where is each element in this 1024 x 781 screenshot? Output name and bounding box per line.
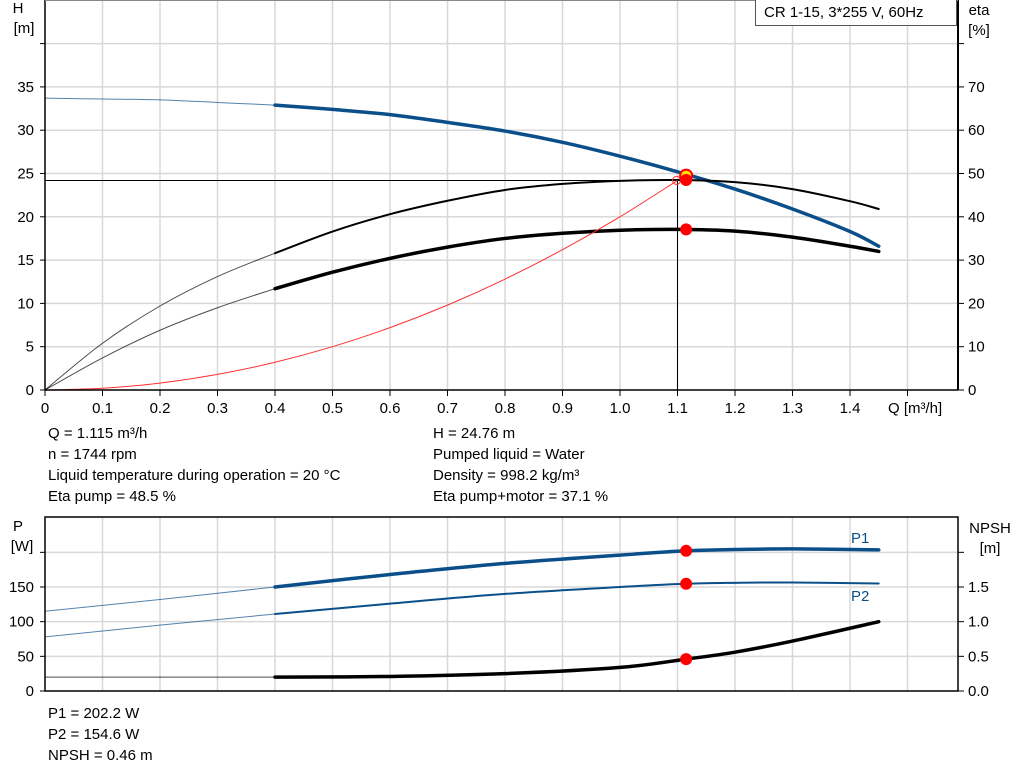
y-left-tick-label: 5 — [26, 339, 34, 356]
npsh-tick-label: 1.0 — [968, 614, 989, 631]
info-eta-pump: Eta pump = 48.5 % — [48, 488, 176, 505]
top-grid — [45, 0, 958, 390]
x-tick-label: 1.3 — [782, 400, 803, 417]
y-left-tick-label: 25 — [17, 166, 34, 183]
y-right-tick-label: 40 — [968, 209, 985, 226]
x-tick-label: 1.0 — [610, 400, 631, 417]
axes: 0 0.1 0.2 0.3 0.4 0.5 0.6 0.7 0.8 0.9 1.0 1.1 1.2 1.3… — [9, 0, 989, 700]
y-left-tick-label: 0 — [26, 382, 34, 399]
y-left-tick-label: 15 — [17, 252, 34, 269]
y-left-tick-label: 35 — [17, 79, 34, 96]
p1-curve — [273, 547, 881, 589]
y-right-tick-label: 70 — [968, 79, 985, 96]
p2-curve-extrapolated — [44, 613, 276, 638]
eta-pump-curve — [274, 178, 880, 255]
x-tick-label: 0.3 — [207, 400, 228, 417]
p-tick-label: 0 — [26, 683, 34, 700]
info-p2: P2 = 154.6 W — [48, 726, 140, 743]
top-curves — [44, 97, 881, 391]
duty-point-eta-pump-marker — [680, 173, 693, 186]
x-tick-label: 0.8 — [495, 400, 516, 417]
eta-pump-motor-curve — [273, 227, 881, 291]
duty-point-eta-pump-motor-marker — [680, 223, 693, 236]
info-speed: n = 1744 rpm — [48, 446, 137, 463]
y-left-tick-label: 20 — [17, 209, 34, 226]
system-curve-curve — [44, 180, 678, 391]
info-h: H = 24.76 m — [433, 425, 516, 442]
npsh-curve — [273, 619, 881, 679]
p2-curve — [274, 581, 880, 616]
x-tick-label: 0.1 — [92, 400, 113, 417]
npsh-axis-label: NPSH — [969, 520, 1011, 537]
y-right-label: eta — [969, 2, 991, 19]
y-right-tick-label: 50 — [968, 166, 985, 183]
duty-point-npsh-marker — [680, 653, 693, 666]
p-axis-unit: [W] — [11, 538, 34, 555]
info-pumped-liquid: Pumped liquid = Water — [433, 446, 585, 463]
chart-title-legend: CR 1-15, 3*255 V, 60Hz — [755, 0, 957, 26]
npsh-tick-label: 1.5 — [968, 579, 989, 596]
info-p1: P1 = 202.2 W — [48, 705, 140, 722]
p-tick-label: 50 — [17, 648, 34, 665]
duty-point-p2-marker — [680, 577, 693, 590]
y-right-tick-label: 0 — [968, 382, 976, 399]
p2-series-label: P2 — [851, 588, 869, 605]
eta-pump-curve-extrapolated — [44, 252, 276, 391]
p1-curve-extrapolated — [44, 586, 276, 612]
npsh-tick-label: 0.5 — [968, 648, 989, 665]
p-tick-label: 100 — [9, 614, 34, 631]
x-tick-label: 0.6 — [380, 400, 401, 417]
npsh-tick-label: 0.0 — [968, 683, 989, 700]
info-eta-pump-motor: Eta pump+motor = 37.1 % — [433, 488, 609, 505]
y-left-label: H — [13, 0, 24, 17]
p-axis-label: P — [13, 518, 23, 535]
y-right-tick-label: 30 — [968, 252, 985, 269]
x-tick-label: 1.1 — [667, 400, 688, 417]
y-left-tick-label: 10 — [17, 295, 34, 312]
x-tick-label: 0.9 — [552, 400, 573, 417]
head-curve-extrapolated — [44, 97, 276, 106]
x-tick-label: 1.4 — [840, 400, 861, 417]
y-left-unit: [m] — [14, 20, 35, 37]
bottom-curves — [44, 544, 881, 679]
x-tick-label: 0.4 — [265, 400, 286, 417]
info-q: Q = 1.115 m³/h — [48, 425, 148, 442]
x-tick-label: 1.2 — [725, 400, 746, 417]
p-tick-label: 150 — [9, 579, 34, 596]
bottom-grid — [45, 517, 958, 691]
y-right-unit: [%] — [968, 22, 990, 39]
y-left-tick-label: 30 — [17, 122, 34, 139]
y-right-tick-label: 10 — [968, 339, 985, 356]
info-density: Density = 998.2 kg/m³ — [433, 467, 580, 484]
y-right-tick-label: 60 — [968, 122, 985, 139]
bottom-frame — [44, 516, 959, 692]
x-axis-label: Q [m³/h] — [888, 400, 942, 417]
duty-point-p1-marker — [680, 544, 693, 557]
head-curve — [273, 103, 881, 248]
x-tick-label: 0.2 — [150, 400, 171, 417]
npsh-axis-unit: [m] — [980, 540, 1001, 557]
y-right-tick-label: 20 — [968, 295, 985, 312]
p1-series-label: P1 — [851, 530, 869, 547]
eta-pump-motor-curve-extrapolated — [44, 288, 276, 391]
x-tick-label: 0 — [41, 400, 49, 417]
info-liquid-temperature: Liquid temperature during operation = 20… — [48, 467, 341, 484]
info-npsh: NPSH = 0.46 m — [48, 747, 153, 764]
x-tick-label: 0.5 — [322, 400, 343, 417]
x-tick-label: 0.7 — [437, 400, 458, 417]
